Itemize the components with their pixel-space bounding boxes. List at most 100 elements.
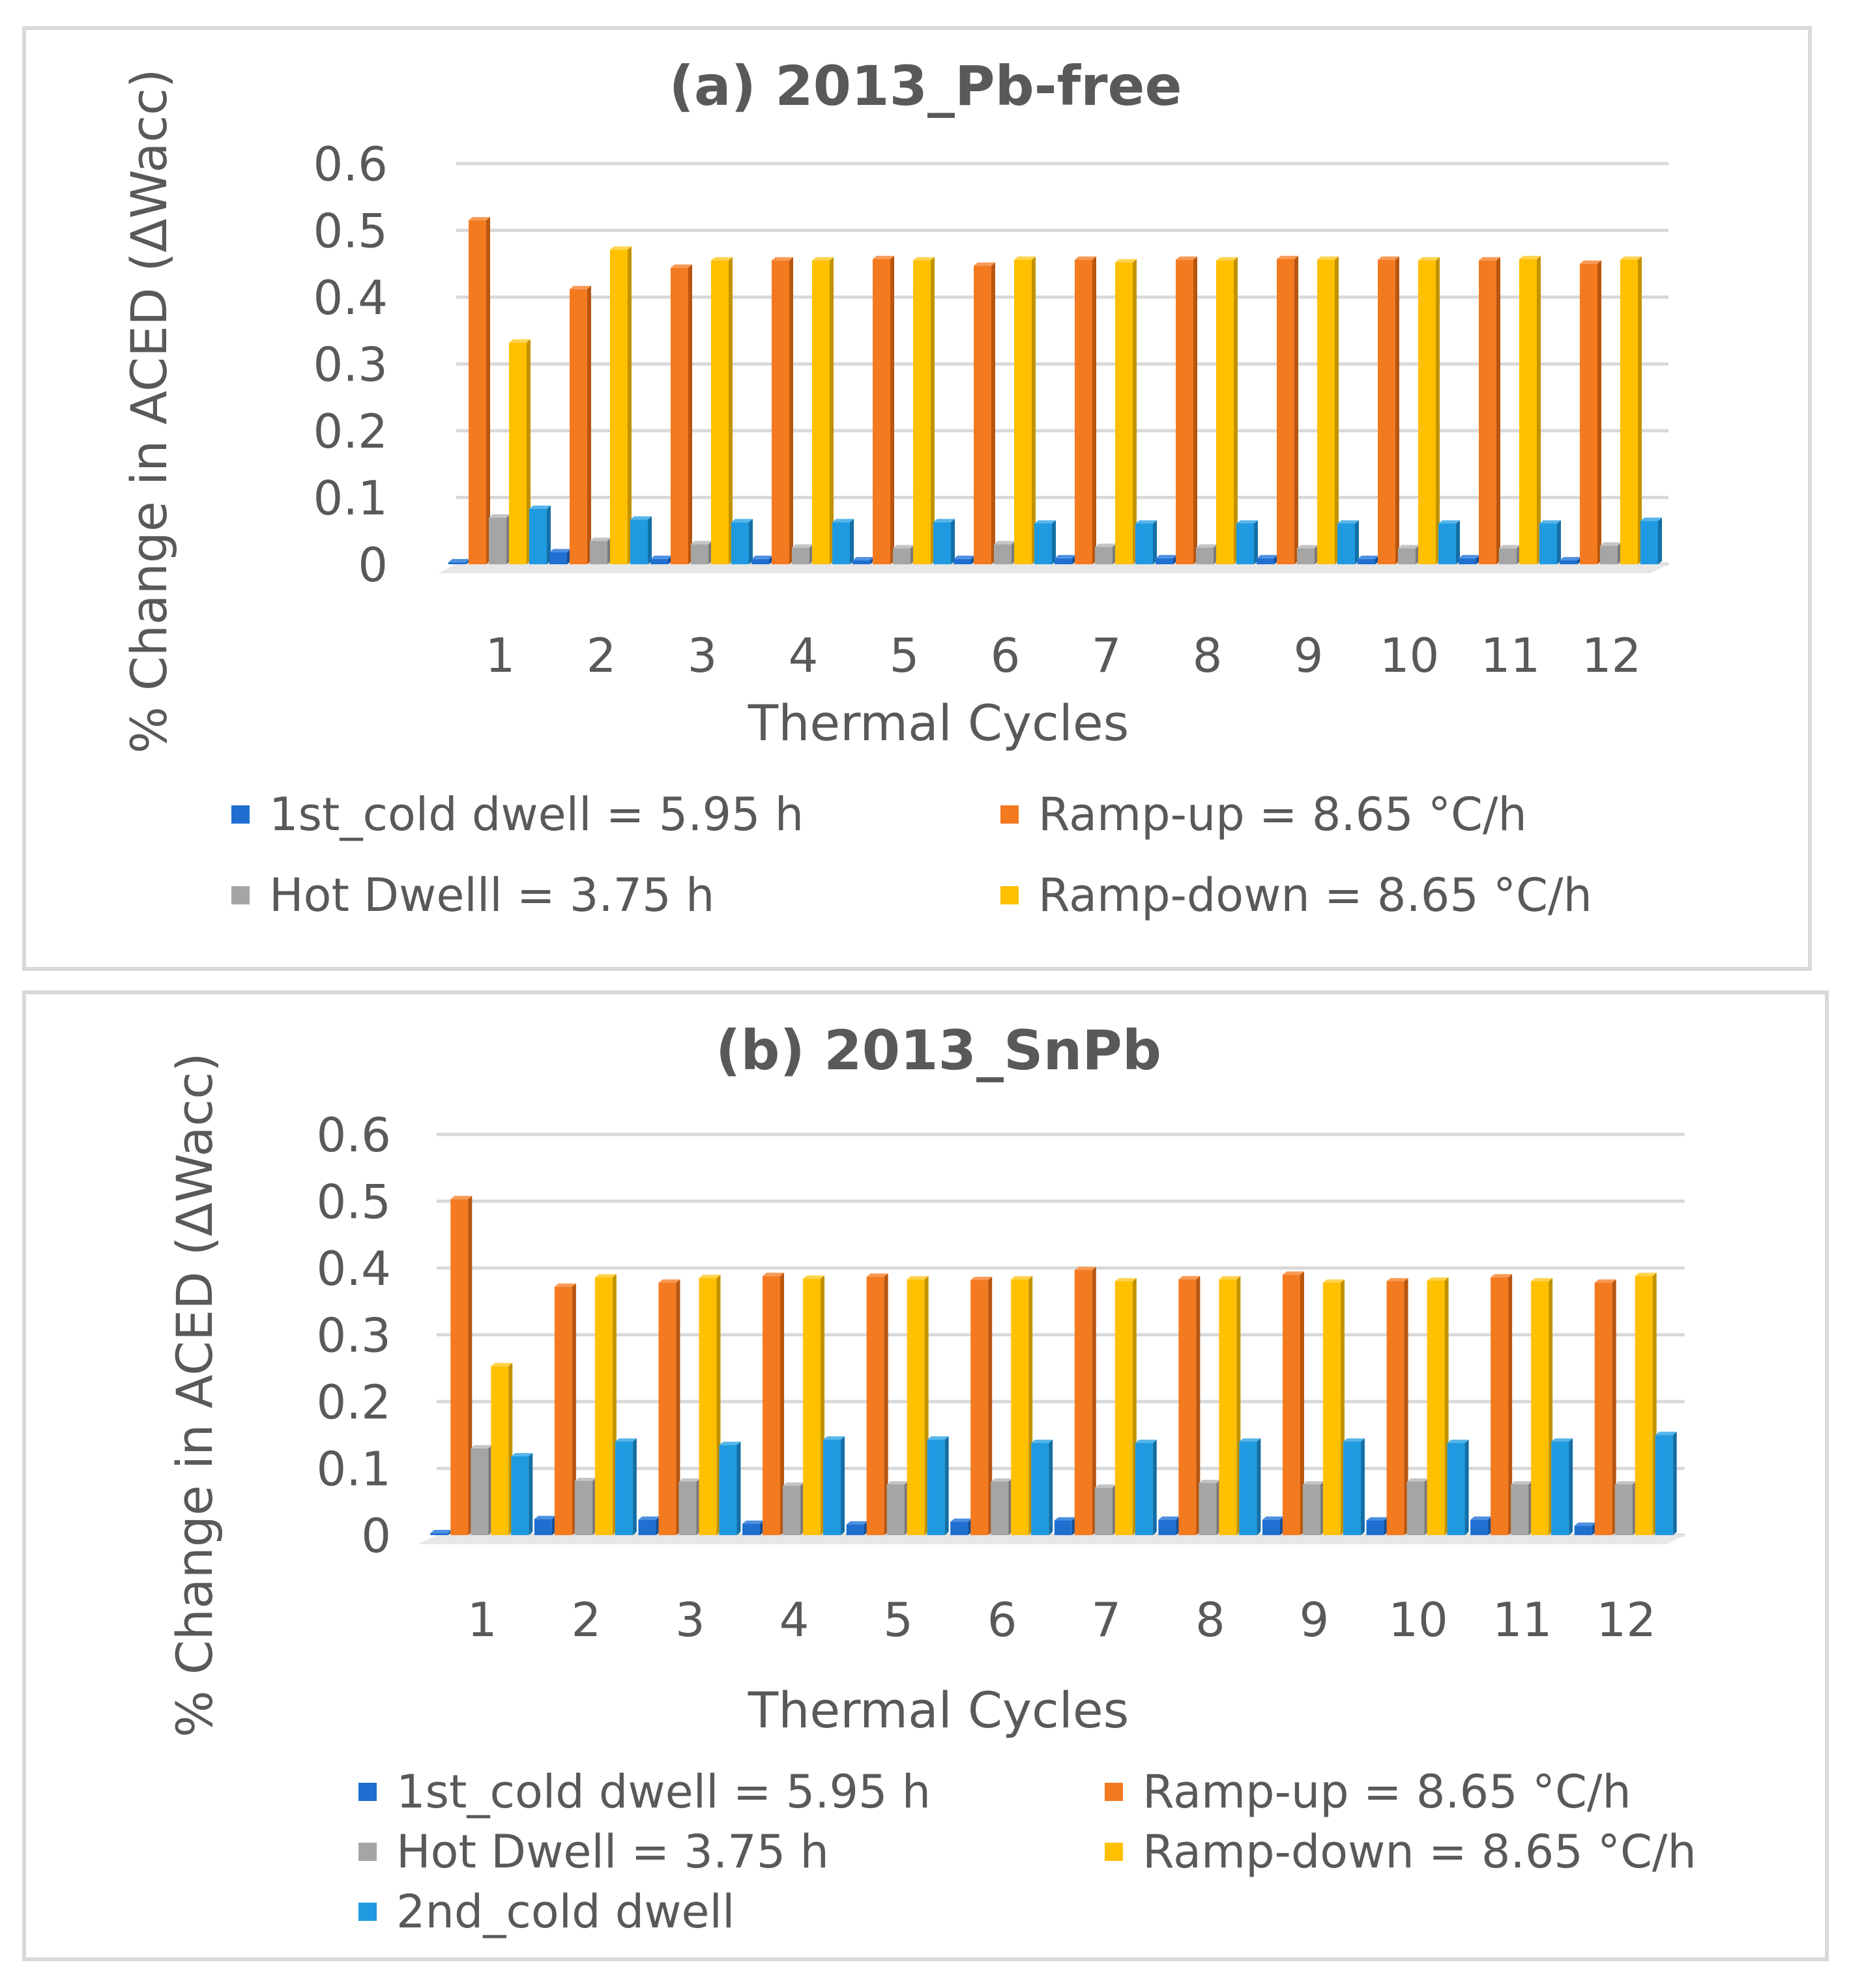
bar [638, 1520, 656, 1535]
bar-top [1655, 1432, 1677, 1435]
x-tick-label: 10 [1380, 628, 1440, 683]
bar-top [630, 516, 652, 520]
bar [1216, 260, 1234, 564]
bar [812, 260, 830, 564]
legend-label: 1st_cold dwell = 5.95 h [396, 1765, 931, 1819]
bar-top [1366, 1517, 1388, 1521]
legend-swatch [358, 1903, 377, 1921]
bar [1031, 1443, 1049, 1535]
bar-top [1614, 1481, 1637, 1485]
bar [509, 342, 527, 564]
bar-side [951, 519, 955, 564]
bar-side [572, 1283, 576, 1535]
bar [927, 1439, 945, 1535]
legend-swatch [358, 1843, 377, 1861]
bar-top [650, 555, 672, 559]
bar [1075, 259, 1092, 564]
x-tick-label: 9 [1294, 628, 1324, 683]
bar-top [1178, 1276, 1201, 1280]
bar [1277, 259, 1294, 564]
bar [1095, 547, 1113, 564]
bar-side [1335, 256, 1339, 564]
bar [1135, 1443, 1153, 1535]
bar-top [742, 1520, 764, 1524]
bar [1366, 1520, 1384, 1535]
y-tick-label: 0.6 [313, 137, 388, 192]
x-tick-label: 10 [1388, 1592, 1448, 1647]
bar [1219, 1279, 1237, 1535]
y-tick-label: 0.5 [316, 1175, 391, 1230]
y-tick-label: 0.4 [313, 270, 388, 325]
bar [1539, 523, 1557, 564]
chart-floor [418, 1535, 1685, 1544]
bar-top [1406, 1478, 1429, 1482]
bar-top [1282, 1271, 1304, 1275]
legend-swatch [1000, 886, 1019, 904]
x-tick-label: 3 [675, 1592, 705, 1647]
bar-top [1479, 257, 1500, 261]
x-tick-label: 5 [883, 1592, 913, 1647]
chart-panel-b: (b) 2013_SnPb Thermal Cycles % Change in… [22, 990, 1829, 1961]
bar-side [749, 519, 753, 564]
bar-top [1560, 556, 1581, 560]
bar-top [1014, 256, 1036, 260]
x-tick-label: 2 [571, 1592, 601, 1647]
bar-side [587, 285, 591, 564]
y-tick-label: 0.2 [316, 1375, 391, 1430]
y-tick-label: 0.1 [316, 1442, 391, 1497]
bar-side [729, 257, 733, 564]
bar-top [1095, 543, 1116, 547]
chart-panel-a: (a) 2013_Pb-free Thermal Cycles % Change… [22, 26, 1812, 971]
bar [792, 547, 809, 564]
bar-side [850, 519, 854, 564]
bar-side [1133, 259, 1137, 564]
bar-top [893, 545, 914, 549]
x-tick-label: 4 [789, 628, 819, 683]
bar-top [950, 1518, 972, 1522]
bar-top [1386, 1278, 1408, 1282]
bar-top [1031, 1439, 1053, 1443]
bar-top [1640, 517, 1662, 521]
bar [742, 1523, 761, 1535]
bar-side [1193, 256, 1197, 564]
bar [650, 558, 668, 564]
bar [1447, 1443, 1465, 1535]
bar-top [1470, 1516, 1492, 1520]
bar [913, 260, 931, 564]
bar [763, 1276, 781, 1535]
bar-side [1092, 1267, 1096, 1535]
bar [1343, 1441, 1361, 1535]
bar-top [671, 264, 692, 268]
bar-side [890, 255, 894, 564]
bar [1491, 1277, 1509, 1535]
bar-top [792, 544, 813, 548]
bar [1115, 262, 1133, 564]
bar-side [1300, 1271, 1304, 1535]
y-tick-label: 0.5 [313, 204, 388, 259]
bar [970, 1280, 989, 1535]
bar [594, 1277, 613, 1535]
bar [529, 508, 547, 564]
bar-top [1034, 520, 1056, 524]
bar-side [1152, 1439, 1157, 1535]
bar-side [1254, 520, 1258, 564]
bar [610, 250, 628, 564]
chart-floor [438, 564, 1668, 573]
bar-top [1531, 1278, 1553, 1282]
bar [554, 1286, 572, 1535]
bar-side [1638, 256, 1642, 564]
y-tick-label: 0.1 [313, 471, 388, 526]
legend-label: Ramp-down = 8.65 °C/h [1038, 869, 1592, 922]
legend-label: Hot Dwelll = 3.75 h [269, 869, 714, 922]
bar-top [873, 255, 894, 259]
bar-side [1234, 257, 1238, 564]
bar-side [841, 1436, 845, 1535]
bar-top [1635, 1273, 1657, 1276]
x-tick-label: 11 [1492, 1592, 1552, 1647]
bar [1322, 1282, 1341, 1535]
bar-side [529, 1453, 533, 1535]
bar-top [471, 1445, 493, 1448]
bar-side [789, 257, 793, 564]
bar [1257, 558, 1274, 564]
x-tick-label: 2 [587, 628, 617, 683]
